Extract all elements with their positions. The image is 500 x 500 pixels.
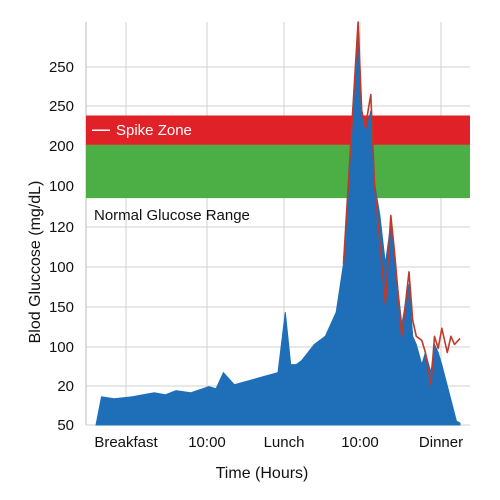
y-tick-label: 250 — [49, 98, 74, 115]
x-axis-title: Time (Hours) — [216, 465, 309, 482]
x-tick-labels: Breakfast 10:00 Lunch 10:00 Dinner — [94, 434, 463, 451]
y-tick-label: 200 — [49, 138, 74, 155]
spike-zone-label: Spike Zone — [116, 122, 192, 139]
y-tick-label: 20 — [57, 378, 74, 395]
normal-range-band — [86, 144, 470, 199]
y-tick-label: 250 — [49, 59, 74, 76]
range-bands: Spike Zone Normal Glucose Range — [86, 115, 470, 224]
y-tick-label: 150 — [49, 299, 74, 316]
series-group — [95, 21, 461, 426]
x-tick-label: 10:00 — [188, 434, 226, 451]
spike-zone-band — [86, 115, 470, 145]
x-tick-label: 10:00 — [341, 434, 379, 451]
y-tick-label: 50 — [57, 417, 74, 434]
y-tick-label: 120 — [49, 219, 74, 236]
x-tick-label: Dinner — [419, 434, 463, 451]
x-tick-label: Breakfast — [94, 434, 158, 451]
y-axis-title: Blod Gluccose (mg/dL) — [27, 181, 44, 344]
normal-range-label: Normal Glucose Range — [94, 207, 250, 224]
x-tick-label: Lunch — [264, 434, 305, 451]
y-tick-labels: 250 250 200 100 120 100 150 100 20 50 — [49, 59, 74, 434]
y-tick-label: 100 — [49, 339, 74, 356]
glucose-line — [342, 21, 461, 386]
y-tick-label: 100 — [49, 259, 74, 276]
y-tick-label: 100 — [49, 178, 74, 195]
